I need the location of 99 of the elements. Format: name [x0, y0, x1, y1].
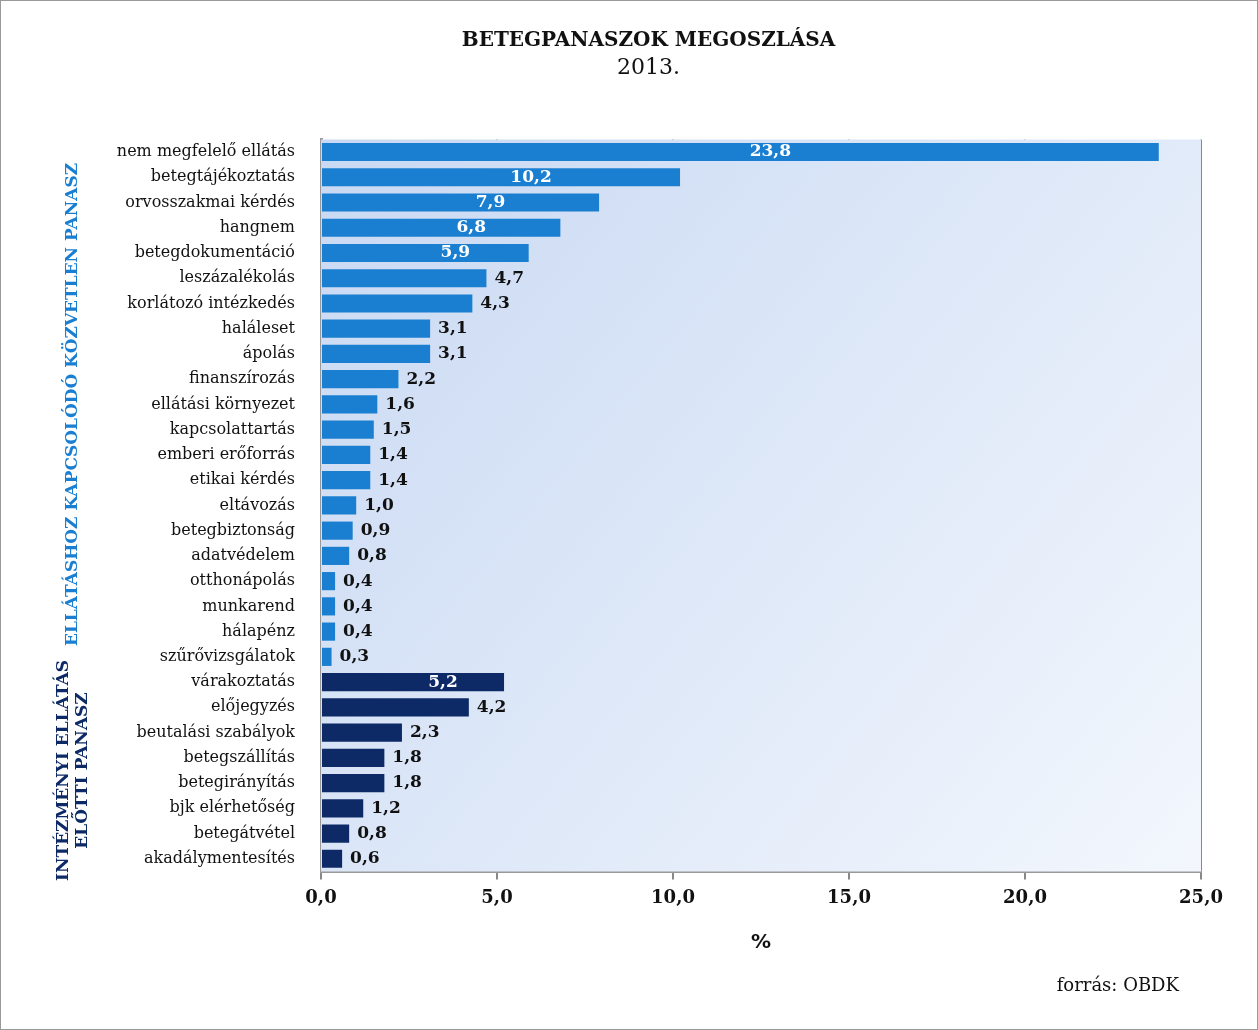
bar: [322, 344, 431, 364]
y-tick-label: szűrővizsgálatok: [159, 646, 296, 665]
data-label: 6,8: [456, 216, 486, 237]
bar: [322, 243, 529, 263]
bar: [322, 849, 343, 868]
data-label: 0,8: [357, 544, 387, 565]
y-tick-label: otthonápolás: [189, 570, 295, 590]
data-label: 1,4: [378, 443, 409, 464]
y-tick-label: munkarend: [202, 595, 295, 615]
y-tick-label: adatvédelem: [191, 545, 295, 565]
x-tick-label: 25,0: [1179, 885, 1223, 907]
text: INTÉZMÉNYI ELLÁTÁS ELŐTTI PANASZ: [52, 659, 92, 882]
bar: [322, 319, 431, 338]
y-tick-label: betegbiztonság: [171, 519, 295, 539]
text: ELLÁTÁSHOZ KAPCSOLÓDÓ KÖZVETLEN PANASZ: [61, 162, 82, 647]
y-tick-label: etikai kérdés: [189, 469, 295, 489]
x-axis-title: %: [750, 929, 772, 954]
data-label: 5,2: [428, 670, 458, 691]
y-tick-label: emberi erőforrás: [157, 444, 295, 464]
chart-subtitle: 2013.: [617, 53, 680, 79]
data-label: 10,2: [510, 165, 552, 186]
data-label: 1,5: [381, 418, 412, 439]
bar: [322, 471, 371, 490]
data-label: 4,2: [476, 695, 507, 716]
y-tick-label: betegtájékoztatás: [150, 166, 295, 186]
y-tick-label: ápolás: [242, 343, 295, 363]
data-label: 1,8: [392, 746, 422, 767]
data-label: 0,4: [343, 620, 373, 641]
y-tick-label: hangnem: [219, 216, 295, 236]
y-tick-label: kapcsolattartás: [169, 418, 295, 438]
bar: [322, 647, 332, 666]
y-tick-label: betegirányítás: [178, 772, 295, 792]
chart-title: BETEGPANASZOK MEGOSZLÁSA: [461, 27, 836, 52]
bar: [322, 370, 399, 389]
bar: [322, 445, 371, 464]
data-label: 0,4: [343, 594, 373, 615]
bar: [322, 622, 336, 641]
bar: [322, 294, 473, 313]
bar: [322, 799, 364, 818]
bar: [322, 218, 561, 237]
x-tick-label: 0,0: [305, 885, 337, 907]
y-tick-label: várakoztatás: [190, 671, 295, 691]
data-label: 1,4: [378, 468, 409, 489]
bar: [322, 597, 336, 616]
y-tick-label: finanszírozás: [188, 368, 295, 388]
data-label: 4,3: [480, 291, 510, 312]
bar: [322, 748, 385, 767]
bar: [322, 496, 357, 515]
data-label: 0,3: [339, 645, 370, 666]
data-label: 5,9: [440, 241, 471, 262]
x-tick-label: 5,0: [481, 885, 513, 907]
x-tick-label: 20,0: [1003, 885, 1047, 907]
y-tick-label: ellátási környezet: [151, 393, 296, 413]
data-label: 0,9: [360, 519, 391, 540]
data-label: 23,8: [749, 140, 792, 161]
x-tick-label: 15,0: [827, 885, 871, 907]
data-label: 0,8: [357, 821, 387, 842]
x-tick-label: 10,0: [651, 885, 695, 907]
bar: [322, 142, 1159, 162]
data-label: 2,3: [409, 720, 440, 741]
bar: [322, 168, 681, 187]
y-tick-label: bjk elérhetőség: [169, 797, 295, 817]
y-tick-label: orvosszakmai kérdés: [125, 191, 295, 211]
y-tick-label: korlátozó intézkedés: [127, 292, 295, 312]
y-tick-label: hálapénz: [222, 620, 295, 640]
y-tick-label: akadálymentesítés: [144, 847, 295, 867]
bar: [322, 673, 505, 692]
data-label: 0,4: [343, 569, 373, 590]
y-tick-label: betegszállítás: [183, 746, 295, 766]
bar: [322, 521, 353, 540]
y-tick-label: eltávozás: [219, 494, 295, 514]
bar: [322, 773, 385, 793]
y-tick-label: nem megfelelő ellátás: [116, 141, 295, 161]
bar: [322, 723, 402, 742]
y-tick-label: haláleset: [221, 317, 296, 337]
y-tick-label: betegátvétel: [193, 822, 295, 842]
data-label: 2,2: [406, 367, 437, 388]
data-label: 3,1: [438, 317, 468, 338]
data-label: 1,8: [392, 771, 422, 792]
data-label: 1,0: [364, 493, 394, 514]
data-label: 1,6: [385, 392, 415, 413]
y-tick-label: betegdokumentáció: [134, 242, 295, 262]
bar: [322, 193, 600, 212]
data-label: 7,9: [475, 190, 506, 211]
bar: [322, 546, 350, 565]
text: forrás: OBDK: [1056, 973, 1180, 995]
data-label: 4,7: [494, 266, 525, 287]
bar: [322, 395, 378, 414]
y-tick-label: előjegyzés: [210, 696, 295, 716]
bar: [322, 269, 487, 288]
data-label: 1,2: [371, 796, 401, 817]
y-tick-label: leszázalékolás: [179, 267, 295, 287]
y-tick-label: beutalási szabályok: [136, 721, 296, 741]
bar: [322, 420, 374, 439]
data-label: 3,1: [438, 342, 468, 363]
bar: [322, 824, 350, 843]
data-label: 0,6: [350, 847, 380, 868]
bar: [322, 698, 469, 717]
bar: [322, 572, 336, 591]
